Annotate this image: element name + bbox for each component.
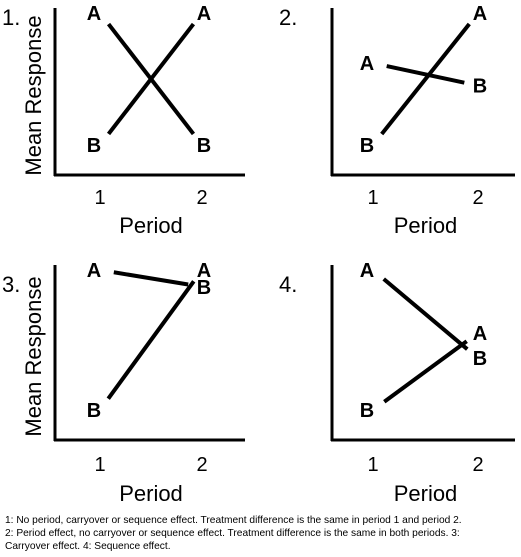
caption-line-2: 2: Period effect, no carryover or sequen…	[5, 528, 460, 540]
x-axis-label: Period	[119, 213, 183, 238]
point-label-a: A	[197, 3, 211, 25]
y-axis-label: Mean Response	[21, 276, 46, 436]
panel-number: 4.	[279, 272, 297, 297]
panel-number: 1.	[2, 5, 20, 30]
x-axis-label: Period	[394, 481, 458, 506]
x-tick-label: 2	[196, 454, 207, 476]
point-label-a: A	[360, 53, 374, 75]
panel-2: 2. 1 2 Period A B B A	[279, 3, 515, 238]
x-tick-label: 1	[94, 454, 105, 476]
series-line-b	[106, 280, 196, 400]
series-line-b	[380, 22, 471, 136]
point-label-b: B	[197, 277, 211, 299]
point-label-b: B	[360, 135, 374, 157]
x-tick-label: 2	[196, 187, 207, 209]
x-tick-label: 1	[94, 187, 105, 209]
x-tick-label: 1	[367, 454, 378, 476]
panel-number: 3.	[2, 272, 20, 297]
x-axis-label: Period	[394, 213, 458, 238]
panel-number: 2.	[279, 5, 297, 30]
series-line-b	[383, 339, 468, 404]
point-label-b: B	[87, 135, 101, 157]
series-line-a	[386, 64, 465, 85]
point-label-b: B	[197, 135, 211, 157]
x-axis-label: Period	[119, 481, 183, 506]
figure-caption: 1: No period, carryover or sequence effe…	[5, 514, 517, 554]
point-label-a: A	[87, 3, 101, 25]
point-label-b: B	[360, 400, 374, 422]
point-label-a: A	[360, 260, 374, 282]
series-line-a	[113, 270, 189, 287]
x-tick-label: 2	[472, 454, 483, 476]
series-line-b	[106, 22, 196, 136]
panel-1: 1. Mean Response 1 2 Period A B B A	[2, 3, 245, 238]
point-label-a: A	[473, 3, 487, 25]
y-axis-label: Mean Response	[21, 15, 46, 175]
caption-line-1: 1: No period, carryover or sequence effe…	[5, 515, 462, 526]
point-label-b: B	[473, 76, 487, 98]
point-label-b: B	[87, 400, 101, 422]
point-label-a: A	[87, 260, 101, 282]
point-label-a: A	[473, 323, 487, 345]
point-label-a: A	[197, 260, 211, 282]
x-tick-label: 2	[472, 187, 483, 209]
caption-line-3: Carryover effect. 4: Sequence effect.	[5, 541, 171, 553]
series-line-a	[382, 277, 469, 351]
x-tick-label: 1	[367, 187, 378, 209]
point-label-b: B	[473, 348, 487, 370]
